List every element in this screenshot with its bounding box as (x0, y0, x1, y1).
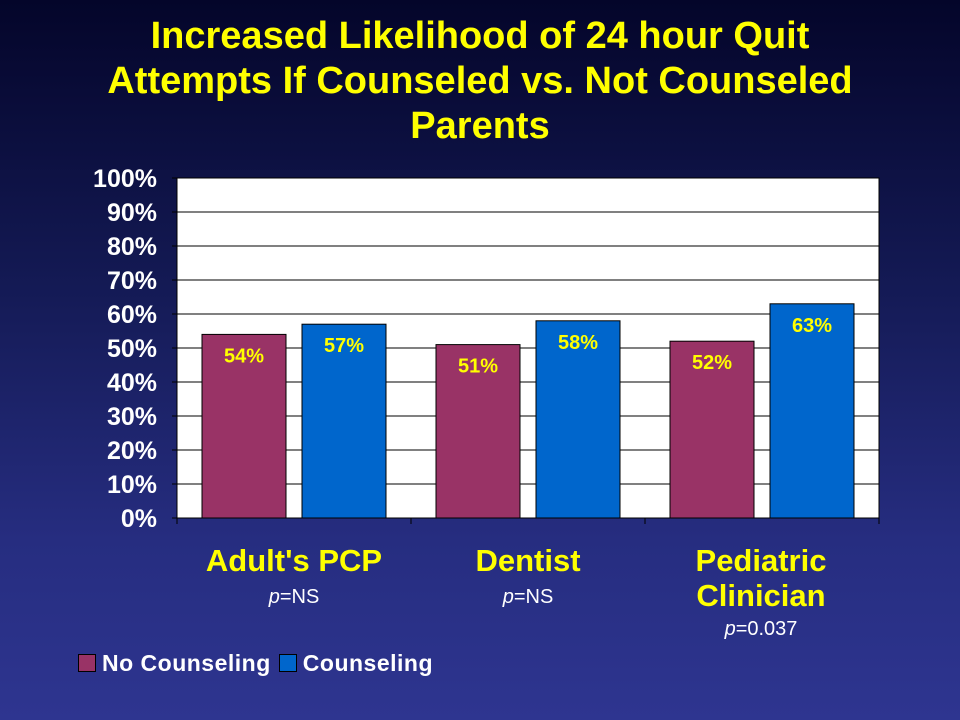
title-line-3: Parents (410, 105, 550, 147)
data-label: 51% (458, 356, 498, 378)
p-value-dentist: p=NS (502, 586, 554, 608)
y-tick-label: 20% (107, 437, 157, 465)
data-label: 54% (224, 345, 264, 367)
data-label: 57% (324, 335, 364, 357)
legend-swatch-counseling (278, 654, 297, 672)
legend-item-counseling: Counseling (278, 649, 434, 677)
bar (769, 303, 855, 519)
y-tick-label: 70% (107, 267, 157, 295)
category-label-adults-pcp: Adult's PCP (177, 543, 411, 578)
legend-swatch-no-counseling (78, 654, 96, 672)
p-value-text: NS (291, 586, 320, 608)
category-label-pediatric-clinician: Pediatric Clinician (644, 543, 878, 613)
data-label: 63% (792, 315, 832, 337)
legend-label-no-counseling: No Counseling (102, 649, 271, 676)
slide-title: Increased Likelihood of 24 hour Quit Att… (0, 14, 960, 149)
y-tick-label: 10% (107, 471, 157, 499)
p-symbol: p (724, 618, 736, 640)
bar (669, 340, 755, 519)
y-tick-label: 90% (107, 199, 157, 227)
legend-item-no-counseling: No Counseling (78, 650, 271, 677)
y-tick-label: 40% (107, 369, 157, 397)
y-tick-label: 100% (93, 165, 157, 193)
p-value-text: NS (525, 586, 554, 608)
y-tick-label: 30% (107, 403, 157, 431)
p-value-pediatric-clinician: p=0.037 (724, 618, 798, 640)
data-label: 52% (692, 352, 732, 374)
category-label-line: Dentist (475, 543, 581, 578)
bar (435, 344, 521, 519)
data-label: 58% (558, 332, 598, 354)
bar (201, 333, 287, 519)
y-tick-label: 50% (107, 335, 157, 363)
p-symbol: p (268, 586, 280, 608)
y-tick-label: 60% (107, 301, 157, 329)
category-label-line: Clinician (696, 578, 826, 613)
bar (535, 320, 621, 519)
title-line-2: Attempts If Counseled vs. Not Counseled (107, 60, 853, 102)
y-tick-label: 0% (121, 505, 157, 533)
category-label-dentist: Dentist (411, 543, 645, 578)
chart-legend: No Counseling Counseling (78, 650, 441, 676)
p-value-text: 0.037 (747, 618, 798, 640)
p-value-adults-pcp: p=NS (268, 586, 320, 608)
category-label-line: Adult's PCP (205, 543, 383, 578)
p-symbol: p (502, 586, 514, 608)
y-tick-label: 80% (107, 233, 157, 261)
legend-label-counseling: Counseling (302, 649, 434, 676)
category-label-line: Pediatric (695, 543, 827, 578)
title-line-1: Increased Likelihood of 24 hour Quit (150, 15, 810, 57)
bar (301, 323, 387, 519)
